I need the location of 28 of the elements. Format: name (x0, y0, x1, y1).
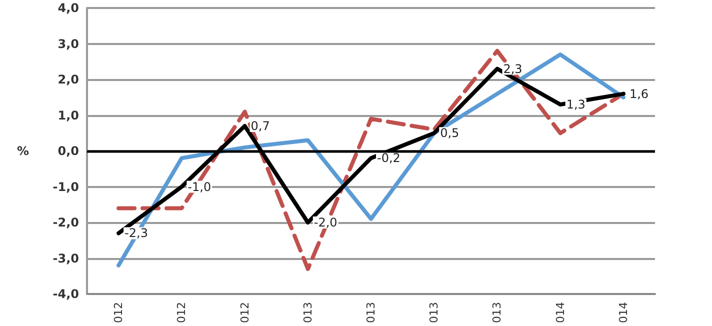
y-tick-label: 4,0 (58, 1, 79, 15)
data-label: 2,3 (503, 62, 522, 76)
y-tick-label: 0,0 (58, 144, 79, 158)
y-tick-label: -1,0 (52, 180, 79, 194)
y-tick-label: 2,0 (58, 72, 79, 86)
data-label: 0,7 (250, 118, 270, 133)
x-tick-label: 013 (301, 302, 314, 324)
x-tick-label: 012 (175, 302, 188, 324)
y-tick-label: -2,0 (52, 216, 79, 230)
data-label: -2,3 (124, 226, 148, 240)
data-label: -1,0 (188, 180, 212, 194)
data-label: -0,2 (377, 151, 400, 166)
y-axis-title: % (16, 144, 29, 158)
x-tick-label: 012 (112, 302, 126, 324)
data-label: -2,0 (314, 216, 338, 230)
x-tick-label: 014 (554, 302, 567, 324)
y-tick-label: 1,0 (58, 108, 79, 122)
x-tick-label: 013 (490, 302, 504, 324)
x-tick-label: 013 (364, 302, 378, 324)
y-tick-label: -4,0 (52, 287, 79, 302)
x-tick-label: 014 (616, 302, 630, 324)
x-tick-label: 012 (238, 302, 252, 324)
y-tick-label: 3,0 (58, 36, 79, 51)
data-label: 1,6 (629, 86, 649, 101)
x-tick-label: 013 (428, 302, 441, 324)
data-label: 0,5 (440, 126, 460, 140)
y-tick-label: -3,0 (52, 251, 79, 266)
data-label: 1,3 (566, 98, 586, 112)
